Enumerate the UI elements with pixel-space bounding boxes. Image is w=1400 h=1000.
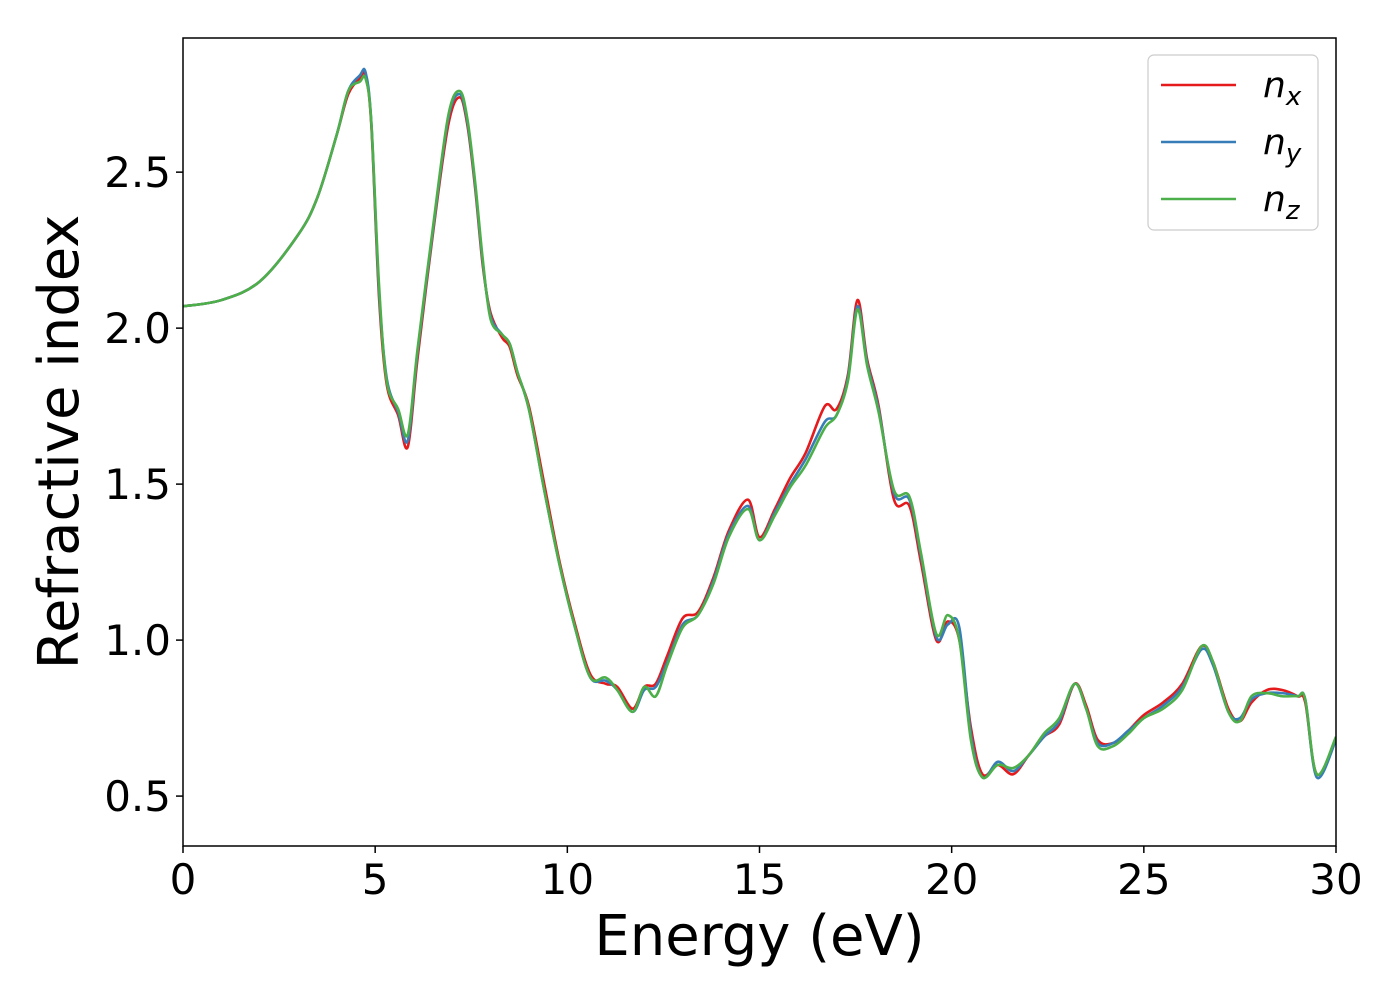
y-axis-title: Refractive index xyxy=(27,215,92,670)
legend-label-subscript: y xyxy=(1285,139,1302,169)
x-axis-title: Energy (eV) xyxy=(594,904,924,969)
x-tick-label: 30 xyxy=(1309,855,1362,904)
x-axis: 0 5 10 15 20 25 30 xyxy=(170,846,1363,904)
y-tick-label: 1.5 xyxy=(104,460,171,509)
y-tick-label: 0.5 xyxy=(104,772,171,821)
series-line-nz xyxy=(183,74,1336,780)
y-tick-label: 2.0 xyxy=(104,304,171,353)
x-tick-label: 25 xyxy=(1117,855,1170,904)
legend-label-nx: nx xyxy=(1263,65,1302,112)
x-tick-label: 15 xyxy=(733,855,786,904)
x-tick-label: 5 xyxy=(362,855,389,904)
legend-label-subscript: x xyxy=(1285,82,1302,112)
legend-label-ny: ny xyxy=(1263,122,1302,169)
y-tick-label: 2.5 xyxy=(104,148,171,197)
x-tick-label: 10 xyxy=(541,855,594,904)
y-tick-label: 1.0 xyxy=(104,616,171,665)
x-tick-label: 0 xyxy=(170,855,197,904)
series-layer xyxy=(183,67,1336,780)
legend-label-subscript: z xyxy=(1285,196,1301,226)
x-tick-label: 20 xyxy=(925,855,978,904)
y-axis: 0.5 1.0 1.5 2.0 2.5 xyxy=(104,148,183,821)
